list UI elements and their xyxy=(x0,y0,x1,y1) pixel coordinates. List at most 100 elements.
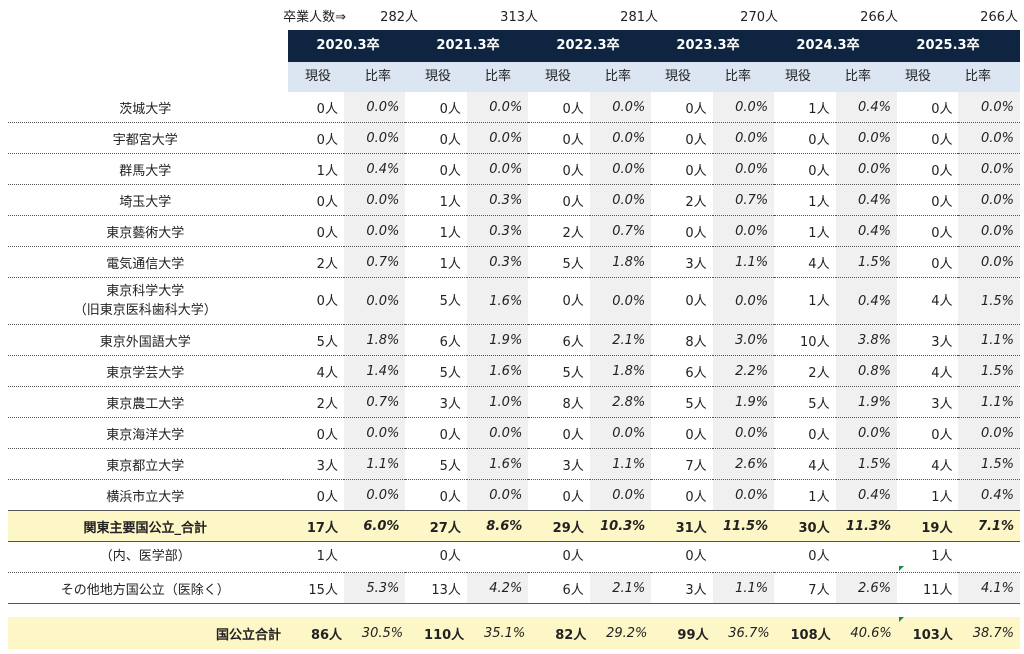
ratio-cell: 0.3% xyxy=(466,184,529,216)
count-cell: 0人 xyxy=(282,479,344,511)
name-line: 群馬大学 xyxy=(119,163,172,179)
ratio-cell: 1.5% xyxy=(835,448,898,480)
count-cell: 6人 xyxy=(528,572,590,604)
ratio-cell: 0.7% xyxy=(343,246,406,278)
sub-ratio: 比率 xyxy=(964,69,991,84)
count-cell: 4人 xyxy=(774,246,836,278)
table-row: 東京農工大学 2人 0.7% 3人 1.0% 8人 2.8% 5人 1.9% 5人 1.9% 3人 1.… xyxy=(8,386,1020,418)
ratio-cell: 1.1% xyxy=(712,572,775,604)
ratio-cell: 0.0% xyxy=(589,92,652,123)
count-cell: 0人 xyxy=(897,184,959,216)
count-cell: 2人 xyxy=(651,184,713,216)
ratio-cell: 1.8% xyxy=(589,246,652,278)
university-name: 埼玉大学 xyxy=(8,184,283,216)
table-row: 国公立合計 86人 30.5% 110人 35.1% 82人 29.2% 99人 36.7% 10… xyxy=(8,617,1020,649)
count-cell: 0人 xyxy=(528,92,590,123)
ratio-cell: 0.0% xyxy=(958,122,1020,154)
count-cell: 5人 xyxy=(651,386,713,418)
count-cell: 0人 xyxy=(897,246,959,278)
ratio-cell: 0.4% xyxy=(835,92,898,123)
count-cell: 1人 xyxy=(774,277,836,325)
table-row: （内、医学部） 1人 0人 0人 0人 0人 1人 xyxy=(8,541,1020,573)
count-cell: 1人 xyxy=(405,215,467,247)
ratio-cell: 1.1% xyxy=(343,448,406,480)
ratio-cell: 0.0% xyxy=(589,417,652,449)
table-row: 東京外国語大学 5人 1.8% 6人 1.9% 6人 2.1% 8人 3.0% 10人 3.8% 3人… xyxy=(8,324,1020,356)
table-row: 東京藝術大学 0人 0.0% 1人 0.3% 2人 0.7% 0人 0.0% 1人 0.4% 0人 0.… xyxy=(8,215,1020,247)
count-cell: 4人 xyxy=(774,448,836,480)
count-cell: 4人 xyxy=(897,277,959,325)
university-name: 宇都宮大学 xyxy=(8,122,283,154)
table-row: 宇都宮大学 0人 0.0% 0人 0.0% 0人 0.0% 0人 0.0% 0人 0.0% 0人 0.0… xyxy=(8,122,1020,154)
ratio-cell: 0.0% xyxy=(712,277,775,325)
ratio-cell: 1.8% xyxy=(343,324,406,356)
count-cell: 1人 xyxy=(405,246,467,278)
graduates-2020: 282人 xyxy=(380,10,418,25)
university-name: その他地方国公立（医除く） xyxy=(8,572,283,604)
count-cell: 86人 xyxy=(286,617,349,649)
ratio-cell: 0.0% xyxy=(343,479,406,511)
ratio-cell: 30.5% xyxy=(348,617,410,649)
ratio-cell: 0.0% xyxy=(712,479,775,511)
count-cell: 8人 xyxy=(528,386,590,418)
ratio-cell: 0.0% xyxy=(343,277,406,325)
ratio-cell: 4.1% xyxy=(958,572,1020,604)
sub-current: 現役 xyxy=(304,69,331,84)
ratio-cell: 0.0% xyxy=(466,417,529,449)
ratio-cell: 0.0% xyxy=(712,153,775,185)
count-cell: 1人 xyxy=(897,541,959,573)
count-cell: 3人 xyxy=(282,448,344,480)
name-line: その他地方国公立（医除く） xyxy=(60,582,230,598)
count-cell: 29人 xyxy=(528,510,590,542)
name-line: 東京海洋大学 xyxy=(106,427,185,443)
name-line: 東京農工大学 xyxy=(106,396,185,412)
count-cell: 0人 xyxy=(774,417,836,449)
count-cell: 31人 xyxy=(651,510,713,542)
count-cell: 2人 xyxy=(282,246,344,278)
ratio-cell: 36.7% xyxy=(714,617,776,649)
count-cell: 3人 xyxy=(897,324,959,356)
university-name: 東京農工大学 xyxy=(8,386,283,418)
ratio-cell: 1.9% xyxy=(466,324,529,356)
name-line: 宇都宮大学 xyxy=(112,132,178,148)
count-cell: 5人 xyxy=(405,355,467,387)
ratio-cell: 0.3% xyxy=(466,215,529,247)
ratio-cell: 1.5% xyxy=(958,277,1020,325)
ratio-cell: 35.1% xyxy=(470,617,532,649)
ratio-cell: 1.5% xyxy=(958,448,1020,480)
ratio-cell: 0.4% xyxy=(958,479,1020,511)
ratio-cell: 0.4% xyxy=(835,184,898,216)
table-row: 電気通信大学 2人 0.7% 1人 0.3% 5人 1.8% 3人 1.1% 4人 1.5% 0人 0.… xyxy=(8,246,1020,278)
ratio-cell: 3.0% xyxy=(712,324,775,356)
table-row: 東京都立大学 3人 1.1% 5人 1.6% 3人 1.1% 7人 2.6% 4人 1.5% 4人 1.… xyxy=(8,448,1020,480)
count-cell: 0人 xyxy=(651,122,713,154)
ratio-cell: 0.0% xyxy=(466,153,529,185)
graduates-2024: 266人 xyxy=(860,10,898,25)
count-cell: 0人 xyxy=(774,122,836,154)
ratio-cell: 0.0% xyxy=(343,122,406,154)
ratio-cell: 0.0% xyxy=(835,417,898,449)
count-cell: 99人 xyxy=(653,617,715,649)
university-name: 国公立合計 xyxy=(8,617,287,649)
ratio-cell: 0.0% xyxy=(466,122,529,154)
ratio-cell: 1.9% xyxy=(835,386,898,418)
count-cell: 13人 xyxy=(405,572,467,604)
ratio-cell: 0.0% xyxy=(466,479,529,511)
ratio-cell: 1.4% xyxy=(343,355,406,387)
ratio-cell: 0.0% xyxy=(958,153,1020,185)
ratio-cell: 4.2% xyxy=(466,572,529,604)
sub-header: 現役 比率 現役 比率 現役 比率 現役 比率 現役 比率 現役 比率 xyxy=(288,62,1020,92)
count-cell: 0人 xyxy=(405,541,467,573)
count-cell: 0人 xyxy=(528,541,590,573)
ratio-cell: 0.0% xyxy=(712,122,775,154)
ratio-cell: 0.4% xyxy=(835,479,898,511)
year-2025: 2025.3卒 xyxy=(916,38,980,53)
count-cell: 1人 xyxy=(282,153,344,185)
ratio-cell xyxy=(835,541,898,573)
name-line: （内、医学部） xyxy=(99,549,191,564)
sub-current: 現役 xyxy=(784,69,811,84)
table-row: 東京海洋大学 0人 0.0% 0人 0.0% 0人 0.0% 0人 0.0% 0人 0.0% 0人 0.… xyxy=(8,417,1020,449)
table-row: 東京学芸大学 4人 1.4% 5人 1.6% 5人 1.8% 6人 2.2% 2人 0.8% 4人 1.… xyxy=(8,355,1020,387)
count-cell: 1人 xyxy=(774,184,836,216)
ratio-cell: 0.0% xyxy=(466,92,529,123)
